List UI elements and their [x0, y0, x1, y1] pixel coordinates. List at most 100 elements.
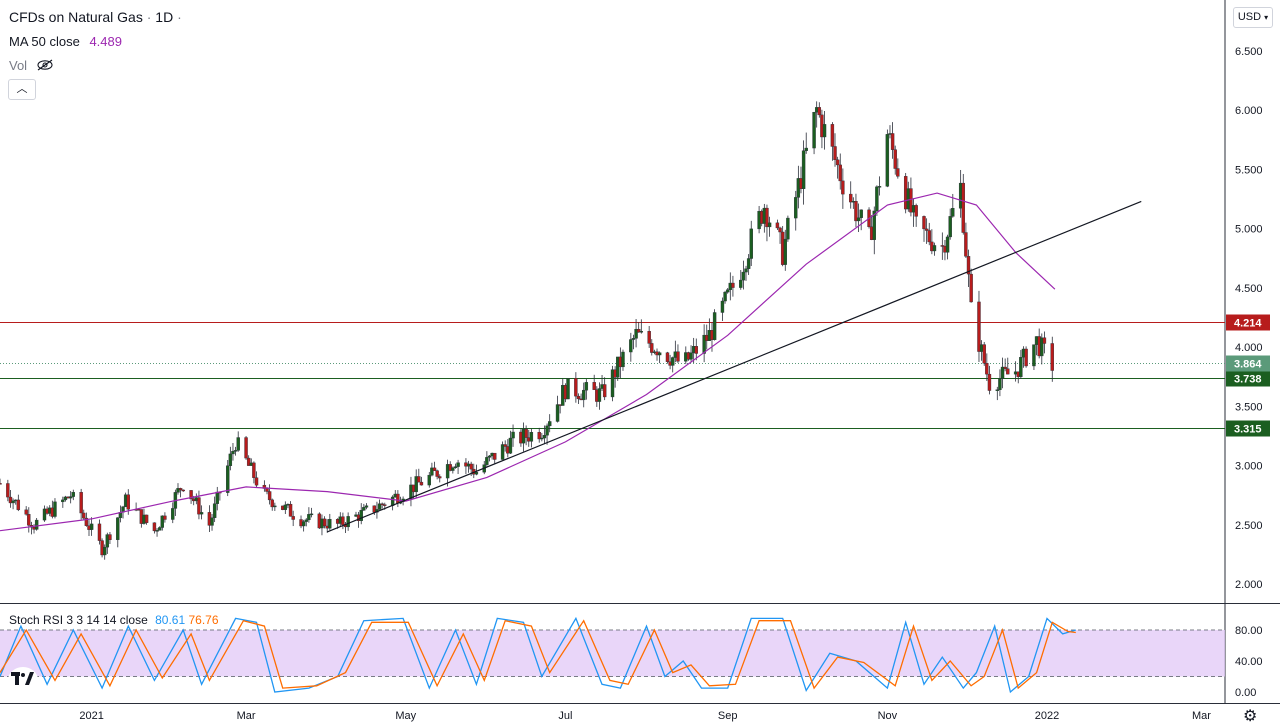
- candle-body-93: [341, 516, 345, 526]
- candle-body-160: [584, 382, 589, 391]
- candle-body-57: [210, 517, 214, 526]
- currency-label: USD: [1237, 11, 1262, 23]
- level-tag-0: 4.214: [1226, 314, 1270, 331]
- candle-body-191: [702, 334, 706, 354]
- candle-body-25: [89, 523, 94, 530]
- candle-body-77: [283, 504, 288, 510]
- candle-body-181: [665, 352, 670, 362]
- ma-label: MA 50 close: [9, 34, 80, 49]
- candle-body-244: [893, 149, 897, 169]
- candle-body-212: [778, 227, 782, 233]
- candle-body-58: [212, 503, 217, 518]
- candle-body-211: [775, 222, 780, 229]
- ma-legend[interactable]: MA 50 close 4.489: [9, 34, 122, 49]
- candle-body-62: [228, 453, 233, 466]
- candle-body-29: [105, 534, 110, 548]
- more-dot: ·: [177, 9, 182, 25]
- candle-body-75: [273, 505, 277, 508]
- price-axis-tick-8: 6.000: [1235, 105, 1263, 117]
- candle-body-202: [741, 271, 746, 281]
- candle-body-150: [547, 421, 552, 427]
- candle-body-79: [288, 503, 293, 517]
- candle-body-263: [964, 232, 968, 257]
- candle-body-16: [61, 499, 65, 503]
- candle-body-69: [252, 462, 256, 478]
- price-axis-tick-5: 4.500: [1235, 283, 1263, 295]
- candle-body-201: [739, 279, 743, 288]
- candle-body-84: [307, 514, 311, 521]
- candle-body-7: [27, 514, 31, 526]
- vol-legend[interactable]: Vol: [9, 58, 54, 73]
- candle-body-104: [380, 503, 384, 505]
- candle-body-198: [725, 289, 730, 293]
- time-axis-tick-4: Sep: [718, 710, 738, 722]
- candle-body-70: [254, 477, 259, 486]
- candle-body-195: [712, 312, 717, 341]
- candle-body-67: [246, 457, 251, 466]
- candle-body-271: [995, 389, 1000, 391]
- candle-body-105: [383, 504, 387, 506]
- price-axis-tick-0: 2.000: [1235, 579, 1263, 591]
- candle-body-172: [631, 338, 636, 340]
- candle-body-229: [838, 164, 842, 182]
- candle-body-26: [97, 523, 102, 541]
- interval-label[interactable]: 1D: [155, 9, 174, 25]
- candle-body-272: [998, 378, 1002, 390]
- candle-body-19: [68, 496, 73, 499]
- candle-body-41: [152, 522, 157, 532]
- candle-body-180: [657, 352, 662, 356]
- candle-body-50: [181, 489, 185, 492]
- candle-body-2: [8, 496, 13, 504]
- candle-body-128: [469, 463, 473, 470]
- candle-body-252: [924, 228, 929, 231]
- candle-body-114: [417, 476, 421, 483]
- price-axis-tick-9: 6.500: [1235, 46, 1263, 58]
- candle-body-136: [500, 444, 505, 460]
- price-axis-tick-7: 5.500: [1235, 164, 1263, 176]
- candle-body-228: [835, 159, 840, 166]
- candle-body-273: [1000, 366, 1005, 379]
- time-axis-tick-0: 2021: [79, 710, 103, 722]
- candle-body-143: [524, 428, 528, 438]
- title-separator: ·: [146, 9, 152, 25]
- candle-body-243: [890, 133, 895, 150]
- candle-body-119: [435, 470, 439, 477]
- candles-group: [0, 101, 1054, 560]
- candle-body-3: [11, 500, 15, 504]
- candle-body-260: [951, 208, 955, 217]
- candle-body-258: [945, 236, 950, 253]
- stoch-k-value: 80.61: [155, 613, 186, 627]
- tradingview-logo[interactable]: [8, 667, 38, 693]
- candle-body-20: [71, 492, 75, 497]
- candle-body-196: [720, 300, 725, 313]
- settings-gear-icon[interactable]: ⚙: [1243, 708, 1258, 725]
- candle-body-48: [176, 488, 180, 493]
- candle-body-215: [786, 217, 790, 240]
- stoch-legend[interactable]: Stoch RSI 3 3 14 14 close 80.61 76.76: [9, 613, 219, 627]
- candle-body-30: [108, 534, 112, 540]
- last-price-tag: 3.864: [1226, 355, 1270, 372]
- time-axis-tick-6: 2022: [1035, 710, 1059, 722]
- candle-body-262: [961, 182, 965, 233]
- candle-body-35: [126, 494, 130, 510]
- candle-body-123: [451, 467, 455, 471]
- candle-body-255: [932, 245, 937, 252]
- candle-body-103: [377, 503, 382, 510]
- vol-label: Vol: [9, 58, 28, 73]
- candle-body-177: [650, 343, 654, 353]
- candle-body-174: [636, 328, 641, 333]
- candle-body-118: [432, 467, 437, 471]
- candle-body-275: [1006, 368, 1010, 375]
- eye-hidden-icon[interactable]: [36, 59, 54, 71]
- candle-body-259: [948, 216, 952, 238]
- candle-body-250: [914, 205, 918, 217]
- candle-body-73: [267, 491, 272, 501]
- candle-body-175: [639, 331, 644, 333]
- currency-button[interactable]: USD ▾: [1233, 7, 1273, 28]
- candle-body-238: [872, 210, 876, 240]
- candle-body-156: [574, 378, 578, 397]
- candle-body-270: [987, 373, 992, 391]
- collapse-legend-button[interactable]: ︿: [8, 79, 36, 100]
- candle-body-65: [236, 437, 240, 451]
